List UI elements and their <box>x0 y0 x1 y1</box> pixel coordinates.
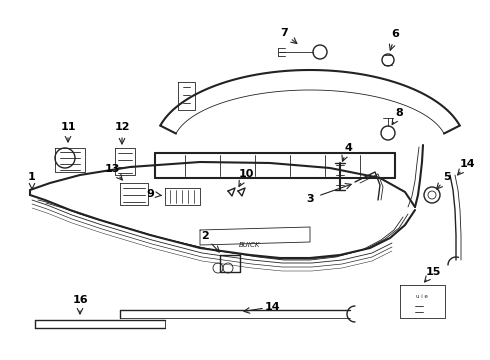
Text: 15: 15 <box>425 267 441 277</box>
Text: 14: 14 <box>460 159 475 169</box>
Text: 11: 11 <box>60 122 76 132</box>
Text: BUICK: BUICK <box>239 242 261 248</box>
Text: 12: 12 <box>114 122 130 132</box>
Text: 9: 9 <box>146 189 154 199</box>
Text: 7: 7 <box>280 28 288 38</box>
Text: 4: 4 <box>344 143 352 153</box>
Text: 5: 5 <box>443 172 451 182</box>
Text: 14: 14 <box>265 302 281 312</box>
Text: 10: 10 <box>238 169 253 179</box>
Text: u i e: u i e <box>416 294 428 300</box>
Text: 2: 2 <box>201 231 208 241</box>
Text: 8: 8 <box>395 108 403 118</box>
Text: 13: 13 <box>105 164 121 174</box>
Text: 6: 6 <box>392 30 399 39</box>
Text: 3: 3 <box>307 194 314 204</box>
Text: 1: 1 <box>28 172 36 182</box>
Text: 16: 16 <box>72 295 88 305</box>
